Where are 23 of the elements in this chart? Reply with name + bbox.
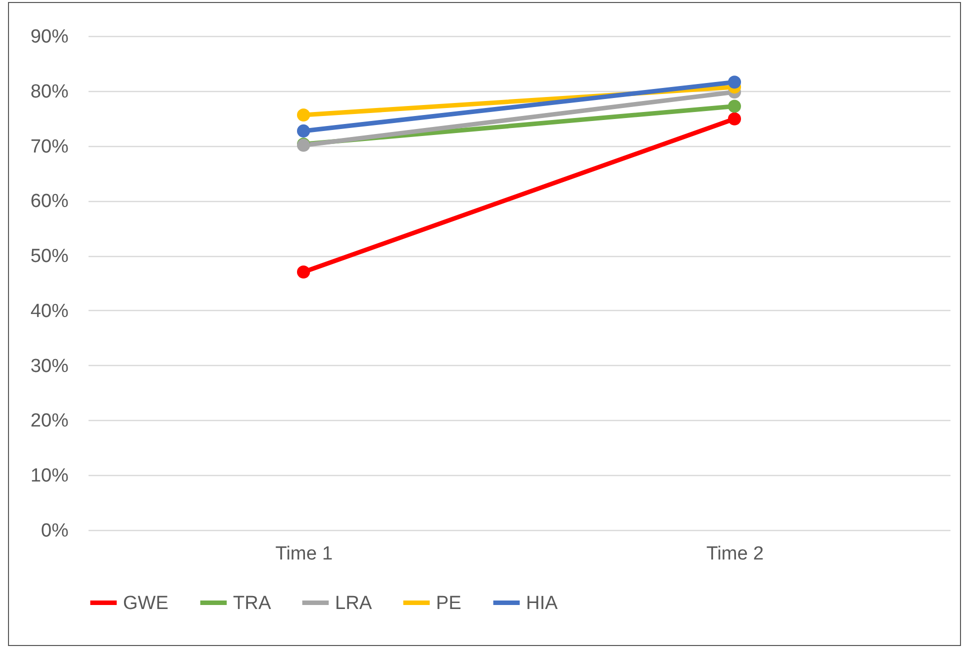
point bbox=[296, 124, 310, 138]
point bbox=[728, 76, 742, 89]
point bbox=[296, 266, 310, 279]
y-tick-label: 70% bbox=[30, 136, 69, 158]
y-tick-label: 30% bbox=[30, 356, 69, 377]
y-tick-label: 20% bbox=[30, 410, 69, 432]
legend-label: PE bbox=[436, 592, 462, 614]
point bbox=[296, 108, 310, 122]
x-tick-label: Time 2 bbox=[706, 544, 764, 564]
y-tick-label: 50% bbox=[30, 246, 69, 268]
legend-label: LRA bbox=[335, 592, 372, 614]
x-tick-label: Time 1 bbox=[275, 544, 333, 564]
y-tick-label: 80% bbox=[30, 81, 69, 102]
point bbox=[728, 100, 742, 113]
y-tick-label: 90% bbox=[30, 26, 69, 48]
point bbox=[728, 112, 742, 126]
legend-label: GWE bbox=[123, 592, 168, 614]
y-tick-label: 0% bbox=[41, 520, 69, 542]
legend-label: HIA bbox=[526, 592, 558, 614]
y-tick-label: 10% bbox=[30, 466, 69, 487]
legend-label: TRA bbox=[233, 592, 272, 614]
y-tick-label: 40% bbox=[30, 300, 69, 322]
y-tick-label: 60% bbox=[30, 191, 69, 212]
